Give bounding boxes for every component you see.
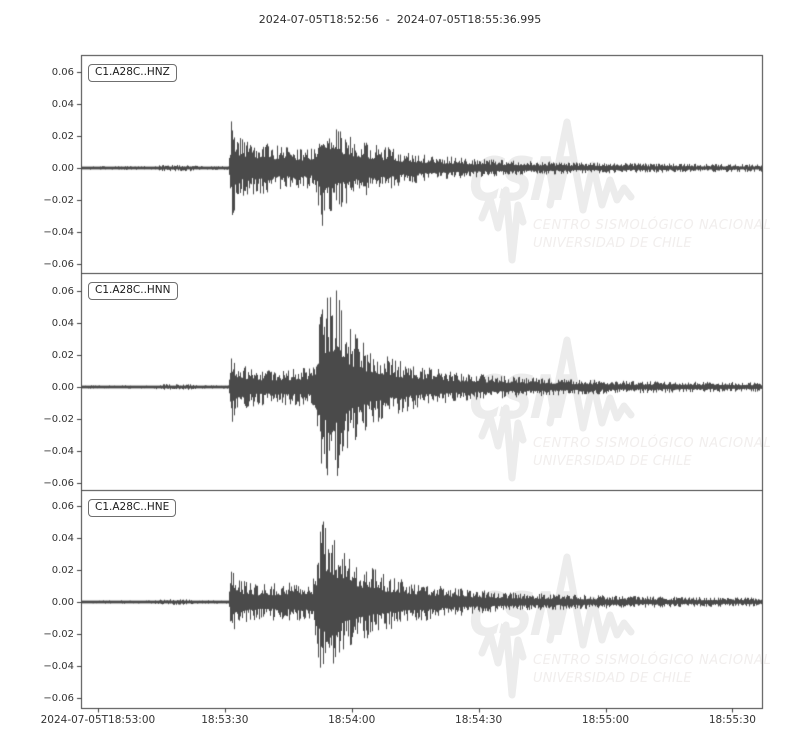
y-tick-label: −0.06 (43, 258, 74, 270)
y-tick-label: 0.04 (51, 532, 74, 544)
y-tick-label: 0.00 (51, 162, 74, 174)
y-tick-label: 0.02 (51, 349, 74, 361)
y-tick-label: 0.06 (51, 285, 74, 297)
y-tick-label: −0.04 (43, 226, 74, 238)
y-tick-label: 0.02 (51, 564, 74, 576)
y-tick-label: 0.02 (51, 130, 74, 142)
y-tick-label: −0.02 (43, 413, 74, 425)
x-tick-label: 18:54:00 (328, 714, 376, 726)
channel-label-hnz: C1.A28C..HNZ (88, 64, 177, 82)
y-tick-label: −0.02 (43, 628, 74, 640)
x-tick-label: 18:55:00 (581, 714, 630, 726)
channel-label-hne: C1.A28C..HNE (88, 499, 177, 517)
x-tick-label: 18:53:30 (201, 714, 249, 726)
x-tick-label: 2024-07-05T18:53:00 (40, 714, 156, 726)
channel-label-hnn: C1.A28C..HNN (88, 282, 178, 300)
y-tick-label: −0.04 (43, 660, 74, 672)
y-tick-label: −0.02 (43, 194, 74, 206)
y-tick-label: 0.06 (51, 66, 74, 78)
y-tick-label: 0.04 (51, 317, 74, 329)
y-tick-label: −0.06 (43, 692, 74, 704)
y-tick-label: −0.06 (43, 477, 74, 489)
x-tick-label: 18:55:30 (708, 714, 756, 726)
y-tick-label: 0.04 (51, 98, 74, 110)
y-tick-label: 0.00 (51, 596, 74, 608)
x-tick-label: 18:54:30 (455, 714, 503, 726)
y-tick-label: 0.00 (51, 381, 74, 393)
y-tick-label: 0.06 (51, 500, 74, 512)
y-tick-label: −0.04 (43, 445, 74, 457)
